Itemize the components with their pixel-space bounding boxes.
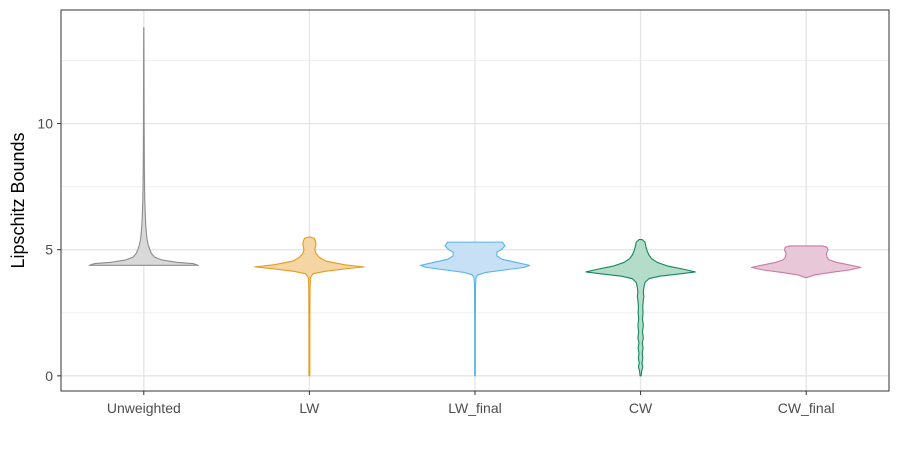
violin-unweighted: [88, 27, 199, 266]
y-tick-label: 5: [45, 242, 53, 258]
x-tick-label: CW_final: [778, 400, 835, 416]
y-tick-label: 0: [45, 368, 53, 384]
violin-cw-final: [751, 245, 862, 279]
y-tick-label: 10: [37, 116, 53, 132]
violin-lw: [254, 236, 365, 377]
violin-lw-final: [419, 241, 531, 377]
violin-cw: [585, 239, 696, 377]
x-tick-label: Unweighted: [107, 400, 181, 416]
x-tick-label: LW_final: [448, 400, 501, 416]
y-axis-title: Lipschitz Bounds: [8, 132, 28, 268]
x-tick-label: CW: [629, 400, 653, 416]
x-tick-label: LW: [299, 400, 320, 416]
